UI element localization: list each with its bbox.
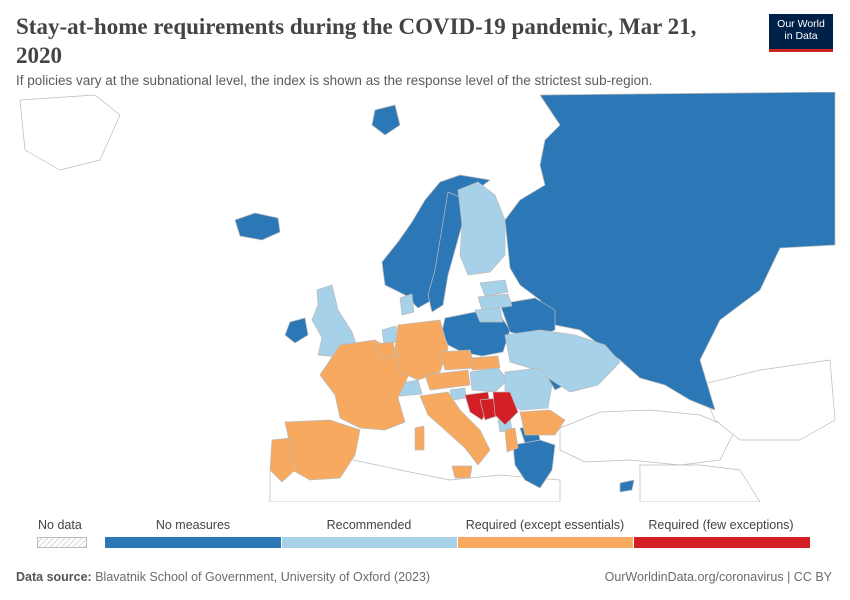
country-cyprus[interactable] — [619, 479, 635, 493]
country-lithuania[interactable] — [474, 307, 504, 323]
legend-label-no-data: No data — [38, 518, 82, 532]
country-belarus[interactable] — [499, 297, 556, 339]
country-ireland[interactable] — [284, 317, 309, 344]
data-source: Data source: Blavatnik School of Governm… — [16, 570, 430, 584]
country-greenland[interactable] — [19, 94, 121, 171]
footer-link[interactable]: OurWorldinData.org/coronavirus | CC BY — [604, 570, 832, 584]
country-austria[interactable] — [424, 369, 471, 391]
chart-title: Stay-at-home requirements during the COV… — [16, 14, 697, 68]
country-caucasus-central-asia[interactable] — [699, 359, 836, 441]
logo-line-2: in Data — [784, 30, 818, 42]
country-serbia[interactable] — [492, 391, 519, 426]
country-germany[interactable] — [394, 319, 449, 381]
legend-label-no-measures: No measures — [155, 518, 231, 532]
country-sardinia[interactable] — [414, 425, 425, 451]
logo-accent-bar — [769, 49, 833, 52]
country-bulgaria[interactable] — [519, 409, 566, 436]
country-ukraine[interactable] — [504, 329, 621, 393]
legend-label-required-few-exceptions: Required (few exceptions) — [648, 518, 794, 532]
owid-logo[interactable]: Our World in Data — [769, 14, 833, 52]
country-svalbard[interactable] — [371, 104, 401, 136]
legend-swatch-no-data[interactable] — [37, 537, 87, 548]
data-source-text: Blavatnik School of Government, Universi… — [95, 570, 431, 584]
country-estonia[interactable] — [479, 279, 509, 297]
country-turkey[interactable] — [559, 409, 736, 466]
country-italy[interactable] — [419, 391, 491, 466]
data-source-label: Data source: — [16, 570, 92, 584]
country-denmark[interactable] — [399, 293, 415, 316]
country-hungary[interactable] — [469, 367, 509, 393]
country-middle-east[interactable] — [639, 464, 761, 502]
country-latvia[interactable] — [477, 293, 513, 311]
chart-subtitle: If policies vary at the subnational leve… — [16, 73, 653, 88]
country-iceland[interactable] — [234, 212, 281, 241]
logo-line-1: Our World — [777, 18, 825, 30]
country-belgium[interactable] — [374, 341, 397, 359]
legend-label-required-except-essentials: Required (except essentials) — [465, 518, 625, 532]
country-sicily[interactable] — [451, 465, 473, 479]
legend-label-recommended: Recommended — [326, 518, 412, 532]
country-czechia[interactable] — [439, 349, 476, 371]
legend: No data No measures Recommended Required… — [0, 510, 850, 560]
country-slovakia[interactable] — [469, 355, 501, 371]
country-portugal[interactable] — [269, 437, 296, 483]
country-finland[interactable] — [457, 181, 506, 276]
legend-swatch-no-measures[interactable] — [105, 537, 281, 548]
legend-swatch-recommended[interactable] — [282, 537, 457, 548]
legend-swatch-required-except-essentials[interactable] — [458, 537, 633, 548]
country-greece[interactable] — [512, 439, 556, 489]
legend-swatch-required-few-exceptions[interactable] — [634, 537, 810, 548]
europe-map — [19, 92, 836, 502]
country-albania[interactable] — [504, 427, 519, 453]
